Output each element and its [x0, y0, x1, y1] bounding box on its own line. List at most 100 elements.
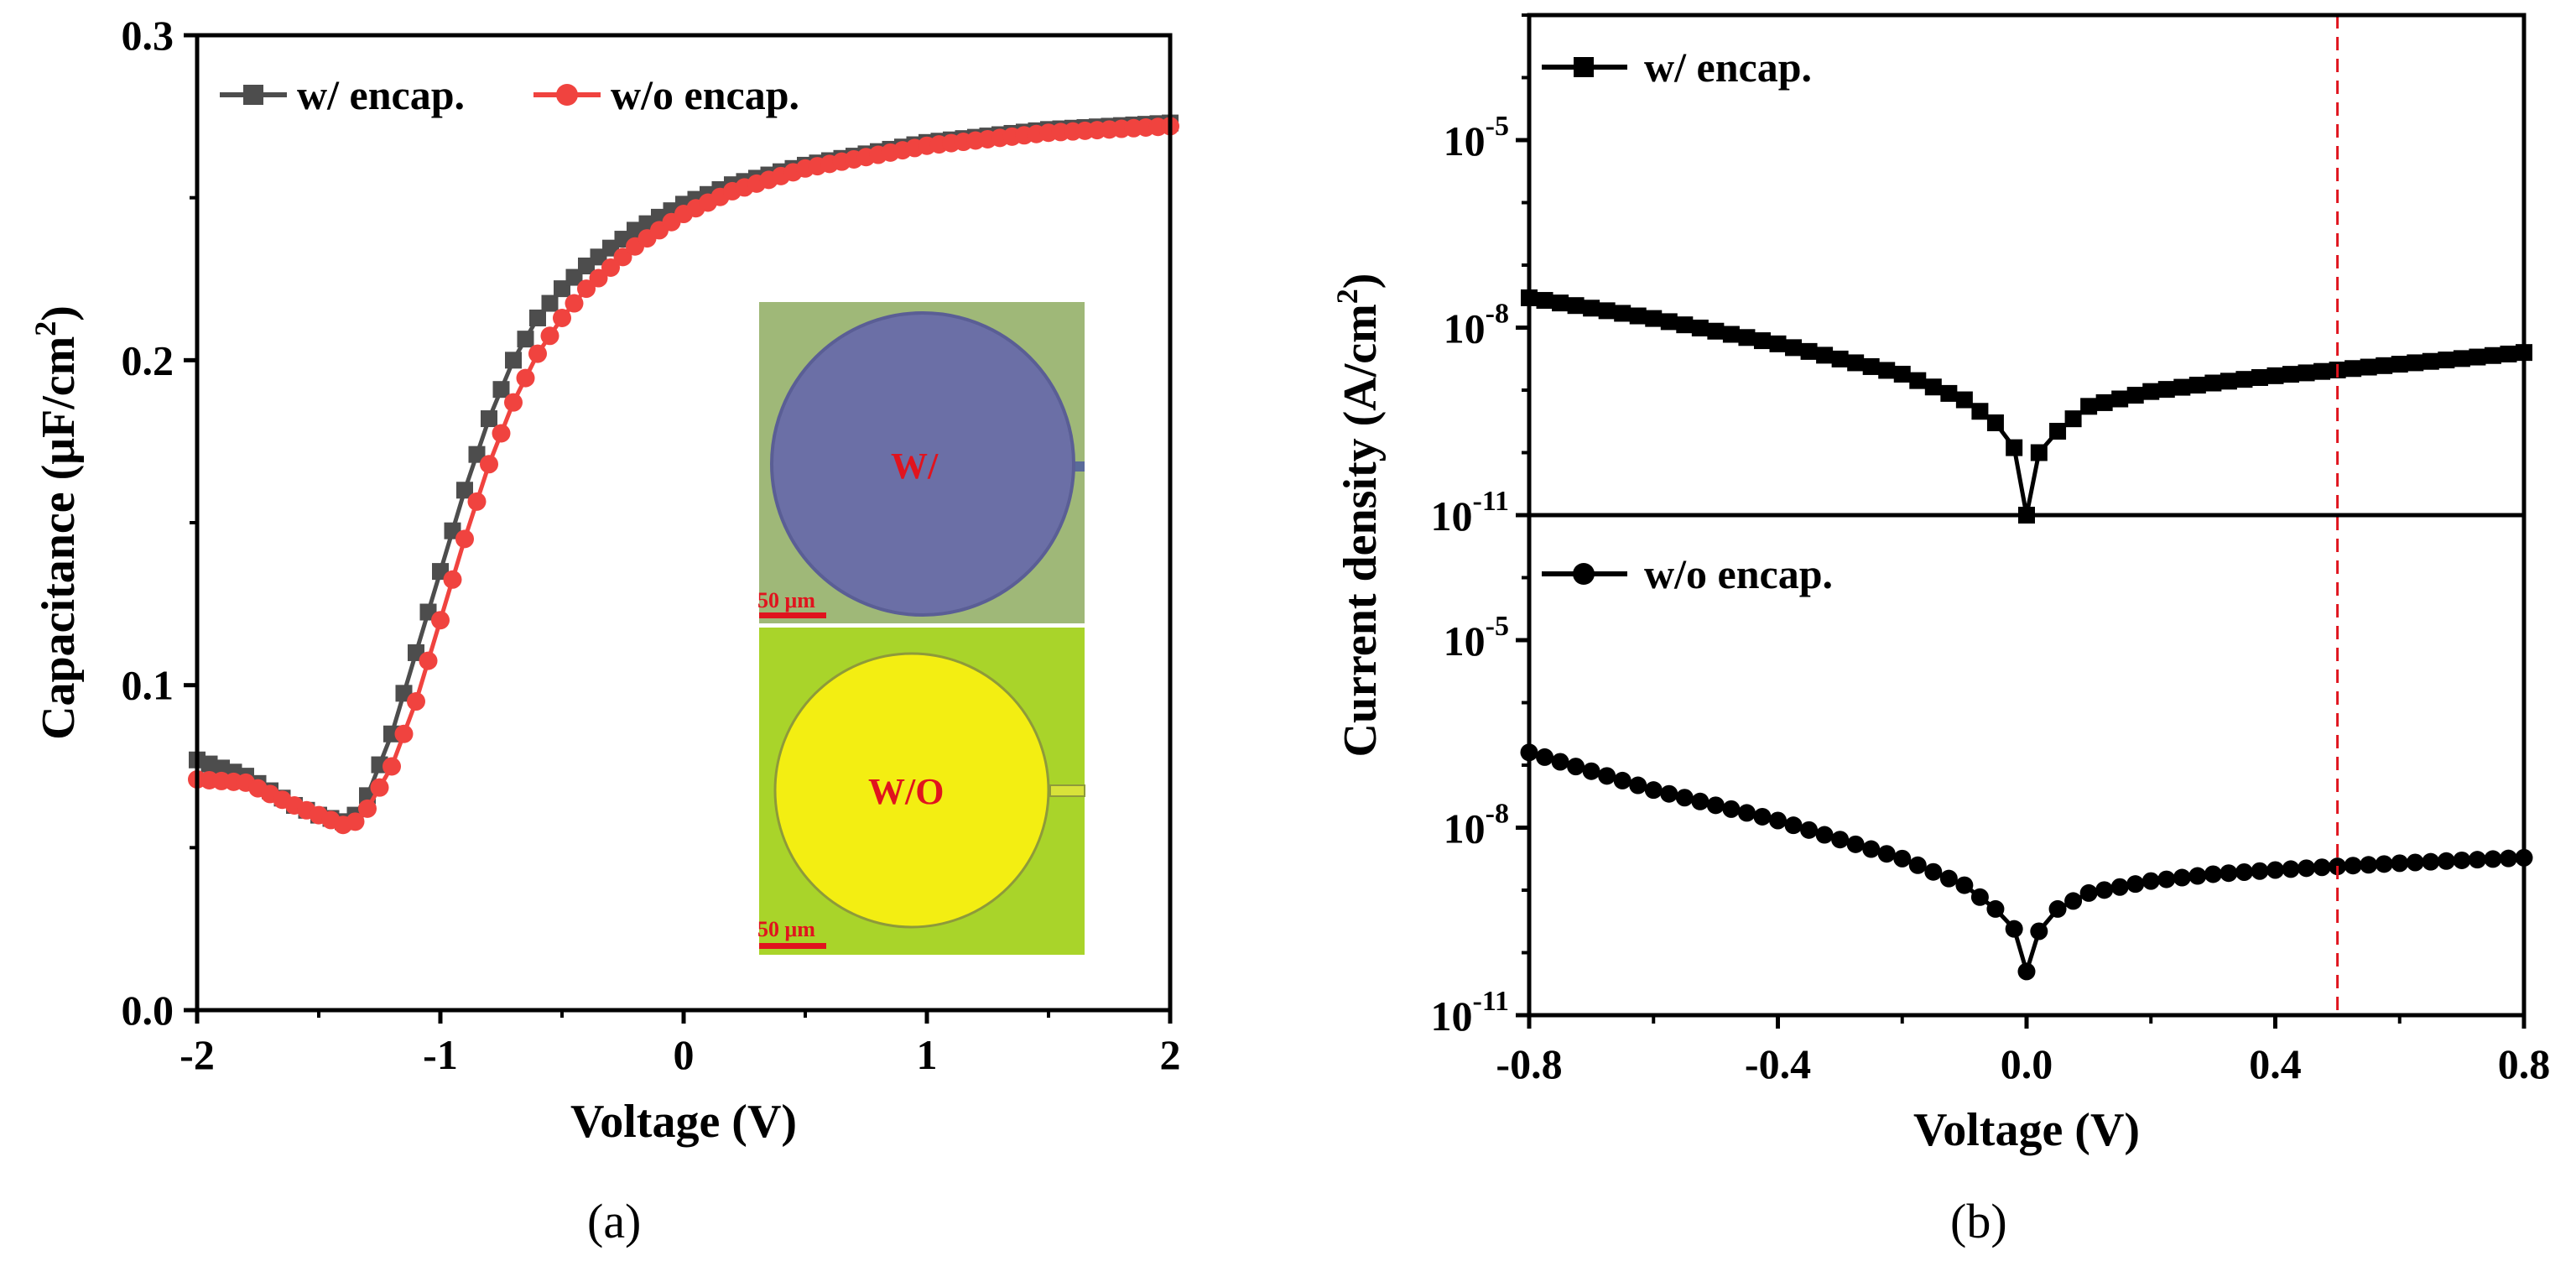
b-ytick-exponent: -8 [1486, 299, 1509, 330]
b-point-w-encap-58 [2422, 352, 2439, 370]
point-wo-encap-21 [443, 570, 462, 589]
a-xtick-label-4: 2 [1160, 1031, 1181, 1078]
b-point-w-encap-3 [1567, 297, 1585, 315]
b-point-w-encap-5 [1598, 302, 1616, 320]
b-point-w-encap-33 [2030, 444, 2048, 461]
point-w-encap-24 [481, 410, 497, 428]
b-ytick-exponent: -8 [1486, 799, 1509, 830]
b-point-w-encap-47 [2251, 369, 2268, 387]
b-ytick-label-1-2: 10-5 [1444, 611, 1509, 664]
inset-bottom-scale-bar [759, 943, 826, 949]
b-point-wo-encap-34 [2048, 899, 2067, 918]
b-point-w-encap-28 [1955, 391, 1973, 409]
b-ytick-exponent: -11 [1473, 486, 1509, 517]
b-point-wo-encap-15 [1753, 807, 1772, 826]
b-ytick-exponent: -11 [1473, 986, 1509, 1017]
b-point-wo-encap-16 [1769, 811, 1787, 830]
b-point-wo-encap-33 [2030, 922, 2048, 941]
legend-wo-encap-label: w/o encap. [611, 71, 799, 118]
b-point-wo-encap-42 [2173, 868, 2191, 887]
panel-b-legend-top: w/ encap. [1542, 44, 1812, 91]
b-point-w-encap-4 [1583, 300, 1600, 317]
b-ytick-base: 10 [1444, 805, 1486, 852]
b-xtick-label-2: 0.0 [2001, 1040, 2053, 1087]
point-wo-encap-19 [419, 651, 438, 670]
b-point-wo-encap-9 [1660, 784, 1678, 803]
inset-top-label: W/ [891, 446, 939, 487]
inset-bottom-contact-lead [1049, 784, 1085, 797]
b-point-wo-encap-51 [2313, 858, 2331, 877]
b-point-wo-encap-26 [1924, 862, 1943, 881]
legend-top-label: w/ encap. [1644, 44, 1812, 91]
b-point-wo-encap-38 [2110, 878, 2129, 896]
b-point-w-encap-55 [2376, 357, 2393, 374]
point-w-encap-22 [456, 482, 473, 499]
b-point-wo-encap-59 [2437, 852, 2455, 870]
b-point-w-encap-26 [1924, 378, 1942, 396]
b-point-wo-encap-17 [1784, 816, 1803, 835]
b-point-wo-encap-22 [1862, 840, 1881, 858]
b-point-wo-encap-54 [2360, 856, 2378, 874]
point-wo-encap-23 [467, 492, 487, 511]
b-point-wo-encap-48 [2266, 861, 2284, 879]
point-wo-encap-28 [528, 344, 547, 363]
legend-bottom-label: w/o encap. [1644, 550, 1833, 597]
b-point-wo-encap-57 [2406, 853, 2424, 872]
b-point-w-encap-42 [2173, 378, 2191, 396]
point-wo-encap-35 [613, 248, 632, 267]
b-point-w-encap-43 [2188, 377, 2206, 394]
b-point-wo-encap-13 [1722, 800, 1741, 818]
point-wo-encap-17 [394, 724, 414, 743]
b-point-w-encap-51 [2313, 362, 2331, 380]
point-wo-encap-22 [455, 529, 474, 549]
b-point-w-encap-49 [2282, 366, 2300, 383]
b-point-wo-encap-53 [2344, 857, 2362, 875]
point-wo-encap-33 [589, 268, 608, 288]
b-ytick-label-1-1: 10-8 [1444, 799, 1509, 852]
point-w-encap-26 [505, 352, 522, 369]
b-point-w-encap-48 [2266, 367, 2284, 384]
b-point-w-encap-19 [1816, 347, 1834, 364]
a-ytick-label-0: 0.0 [122, 987, 174, 1034]
b-ytick-base: 10 [1431, 993, 1473, 1040]
b-point-w-encap-31 [2006, 439, 2023, 456]
b-point-w-encap-37 [2095, 393, 2113, 411]
b-point-w-encap-20 [1831, 350, 1849, 367]
b-point-wo-encap-32 [2017, 962, 2036, 981]
b-point-w-encap-27 [1940, 384, 1958, 402]
b-point-w-encap-7 [1629, 307, 1647, 325]
b-xtick-label-0: -0.8 [1496, 1040, 1562, 1087]
point-wo-encap-25 [492, 424, 511, 443]
b-point-wo-encap-4 [1582, 762, 1600, 780]
point-w-encap-25 [492, 381, 510, 399]
b-point-w-encap-34 [2049, 422, 2067, 440]
a-xtick-label-0: -2 [180, 1031, 215, 1078]
b-point-w-encap-24 [1893, 365, 1911, 383]
b-point-wo-encap-62 [2484, 850, 2502, 868]
b-point-wo-encap-28 [1955, 876, 1974, 894]
b-point-wo-encap-3 [1567, 758, 1585, 776]
b-xtick-label-4: 0.8 [2498, 1040, 2551, 1087]
a-xtick-label-1: -1 [423, 1031, 458, 1078]
panel-a-ticks: -2 -1 0 1 2 0.0 0.1 0.2 0.3 [122, 12, 1181, 1078]
b-point-wo-encap-41 [2157, 870, 2176, 888]
b-point-w-encap-44 [2204, 374, 2222, 392]
b-point-wo-encap-2 [1551, 753, 1569, 771]
b-point-wo-encap-7 [1629, 776, 1647, 795]
b-point-w-encap-41 [2157, 381, 2175, 399]
b-xtick-label-3: 0.4 [2249, 1040, 2302, 1087]
point-wo-encap-27 [516, 368, 535, 388]
b-point-w-encap-10 [1676, 316, 1694, 334]
a-ytick-label-1: 0.1 [122, 662, 174, 709]
inset-bottom-electrode [773, 652, 1050, 929]
point-wo-encap-18 [407, 692, 425, 711]
b-point-w-encap-13 [1722, 326, 1740, 343]
point-wo-encap-32 [577, 279, 596, 299]
b-point-wo-encap-56 [2391, 854, 2409, 873]
b-point-wo-encap-29 [1970, 888, 1989, 906]
b-point-w-encap-57 [2407, 354, 2424, 372]
inset-top-scale-bar [759, 612, 826, 618]
